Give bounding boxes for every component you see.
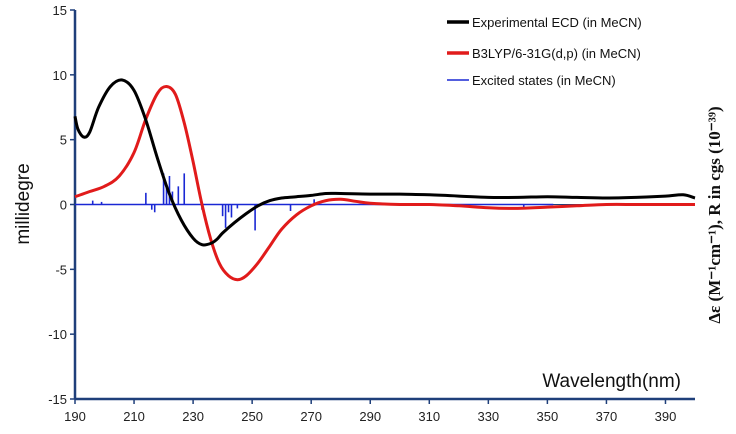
- x-tick-label: 310: [418, 409, 440, 424]
- right-axis-label: Δε (M⁻¹cm⁻¹), R in cgs (10⁻³⁹): [705, 106, 724, 323]
- y-tick-label: -15: [48, 392, 67, 407]
- x-axis-label: Wavelength(nm): [542, 371, 681, 392]
- x-tick-label: 270: [300, 409, 322, 424]
- x-tick-label: 190: [64, 409, 86, 424]
- legend-label-excited: Excited states (in MeCN): [472, 73, 616, 88]
- axes: [70, 9, 695, 404]
- excited-states-sticks: [75, 173, 554, 231]
- tick-labels: 15 10 5 0 -5 -10 -15 190 210 230 250 270 290 310 330 35…: [48, 3, 676, 424]
- x-tick-label: 370: [596, 409, 618, 424]
- x-tick-label: 390: [655, 409, 677, 424]
- series-lines: [73, 78, 696, 282]
- y-tick-label: -5: [55, 262, 67, 277]
- legend: Experimental ECD (in MeCN) B3LYP/6-31G(d…: [447, 15, 642, 88]
- series-line-calculated: [74, 84, 695, 282]
- legend-label-calculated: B3LYP/6-31G(d,p) (in MeCN): [472, 46, 641, 61]
- x-tick-label: 350: [537, 409, 559, 424]
- y-axis-label: millidegre: [13, 163, 34, 244]
- y-tick-label: 0: [60, 198, 67, 213]
- legend-label-experimental: Experimental ECD (in MeCN): [472, 15, 642, 30]
- x-tick-label: 250: [241, 409, 263, 424]
- y-tick-label: 15: [53, 3, 67, 18]
- x-tick-label: 330: [477, 409, 499, 424]
- y-tick-label: -10: [48, 327, 67, 342]
- x-tick-label: 230: [182, 409, 204, 424]
- y-tick-label: 10: [53, 68, 67, 83]
- x-tick-label: 290: [359, 409, 381, 424]
- x-tick-label: 210: [123, 409, 145, 424]
- series-line-experimental: [73, 78, 696, 247]
- y-tick-label: 5: [60, 133, 67, 148]
